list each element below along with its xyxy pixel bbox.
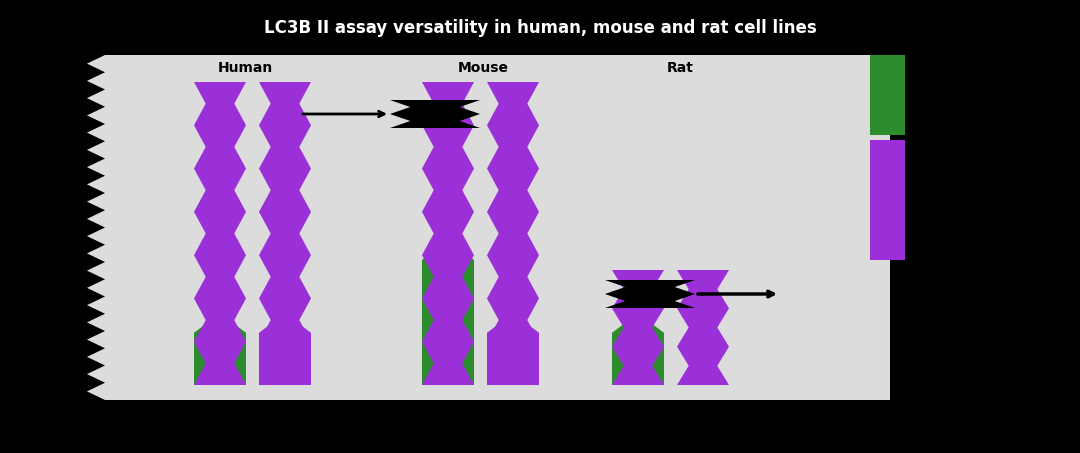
Text: Human: Human bbox=[217, 61, 272, 75]
Polygon shape bbox=[487, 82, 539, 385]
Text: Rat: Rat bbox=[666, 61, 693, 75]
Polygon shape bbox=[194, 317, 246, 385]
Bar bbox=[870, 55, 905, 135]
Bar bbox=[870, 140, 905, 260]
Polygon shape bbox=[259, 317, 311, 385]
Polygon shape bbox=[612, 317, 664, 385]
Polygon shape bbox=[605, 280, 696, 308]
Polygon shape bbox=[487, 317, 539, 385]
Polygon shape bbox=[194, 82, 246, 385]
Polygon shape bbox=[422, 244, 474, 385]
Polygon shape bbox=[259, 82, 311, 385]
Polygon shape bbox=[422, 82, 474, 385]
Polygon shape bbox=[390, 100, 480, 128]
Text: Mouse: Mouse bbox=[458, 61, 509, 75]
Text: LC3B II assay versatility in human, mouse and rat cell lines: LC3B II assay versatility in human, mous… bbox=[264, 19, 816, 37]
Polygon shape bbox=[612, 270, 664, 385]
Polygon shape bbox=[87, 55, 890, 400]
Polygon shape bbox=[677, 270, 729, 385]
